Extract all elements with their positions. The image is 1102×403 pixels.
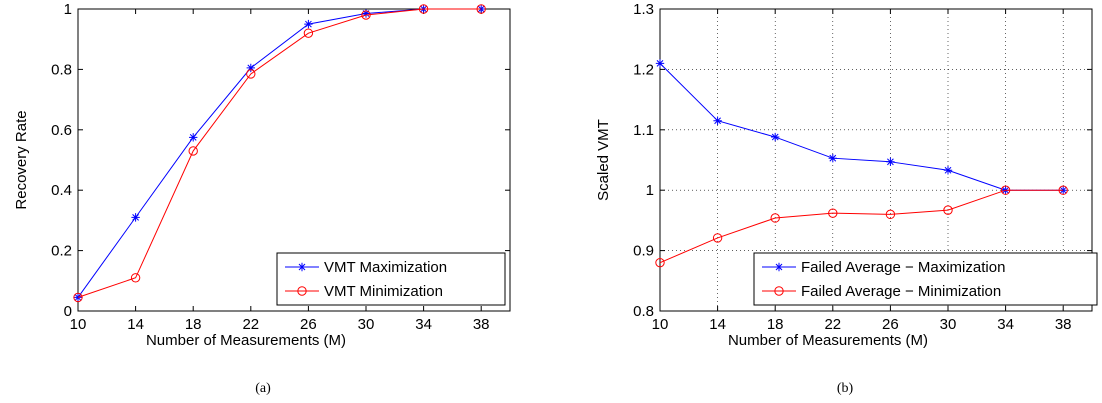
- chart-a-xtick-label: 14: [127, 316, 144, 333]
- chart-a-legend-entry: VMT Minimization: [324, 283, 443, 300]
- chart-b-ytick-label: 1.1: [633, 122, 654, 139]
- chart-b-data-point: [655, 59, 665, 68]
- chart-a-ytick-label: 1: [64, 1, 72, 18]
- chart-b-xtick-label: 14: [709, 316, 726, 333]
- chart-a-legend-marker: [297, 262, 307, 272]
- chart-a-xlabel: Number of Measurements (M): [146, 332, 346, 349]
- chart-a-xtick-label: 26: [300, 316, 317, 333]
- chart-a-legend: VMT Maximization VMT Minimization: [276, 252, 506, 306]
- chart-b-series-max: [655, 59, 1068, 195]
- chart-b-xtick-label: 26: [882, 316, 899, 333]
- chart-b-series-line: [659, 63, 1064, 191]
- chart-b-legend-entry: Failed Average − Minimization: [801, 283, 1001, 300]
- chart-a-xtick-label: 22: [242, 316, 259, 333]
- chart-b-ytick-label: 1.3: [633, 1, 654, 18]
- chart-a-data-point: [418, 4, 429, 14]
- chart-b-ylabel: Scaled VMT: [595, 119, 612, 201]
- chart-a-data-point: [73, 292, 83, 303]
- chart-a-legend-marker: [297, 286, 307, 296]
- chart-b-series-min: [655, 185, 1068, 268]
- chart-b-data-point: [828, 208, 838, 218]
- chart-b-xlabel: Number of Measurements (M): [728, 332, 928, 349]
- chart-a-data-point: [246, 63, 255, 73]
- chart-a-legend-entry: VMT Maximization: [324, 259, 447, 276]
- chart-b-ytick-label: 0.8: [633, 303, 654, 320]
- chart-a-data-point: [246, 69, 256, 79]
- chart-b-data-point: [1058, 185, 1068, 195]
- chart-a-ytick-label: 0: [64, 303, 72, 320]
- chart-a-data-point: [476, 4, 486, 14]
- chart-b-data-point: [886, 157, 895, 167]
- chart-b-xtick-label: 30: [940, 316, 957, 333]
- chart-b-legend-marker: [774, 286, 784, 296]
- chart-a: 10 14 18 22 26 30 34 38 0 0.2 0.4 0.6 0.8 1 Number of …: [13, 1, 511, 396]
- chart-a-data-point: [303, 28, 314, 38]
- chart-b-data-point: [771, 132, 780, 142]
- chart-b-xtick-label: 34: [997, 316, 1014, 333]
- chart-a-data-point: [189, 133, 198, 142]
- chart-b-plot-area: [659, 8, 1093, 312]
- chart-a-data-point: [361, 9, 371, 18]
- chart-b-legend-entry: Failed Average − Maximization: [801, 259, 1005, 276]
- chart-b-xtick-label: 10: [652, 316, 669, 333]
- chart-b-data-point: [770, 213, 780, 223]
- chart-a-ytick-label: 0.4: [51, 182, 72, 199]
- chart-a-ytick-label: 0.6: [51, 122, 72, 139]
- chart-b-data-point: [943, 205, 953, 215]
- chart-a-xtick-label: 18: [185, 316, 202, 333]
- chart-b-ytick-label: 1.2: [633, 61, 654, 78]
- chart-b-legend-marker: [774, 262, 784, 272]
- chart-b-xtick-label: 22: [824, 316, 841, 333]
- chart-b-data-point: [712, 233, 723, 243]
- chart-b-data-point: [1000, 185, 1011, 195]
- chart-a-data-point: [188, 146, 198, 156]
- chart-a-data-point: [130, 273, 141, 283]
- chart-a-ylabel: Recovery Rate: [13, 110, 30, 209]
- chart-b-xtick-label: 38: [1055, 316, 1072, 333]
- chart-a-series-line: [77, 8, 482, 298]
- chart-b-legend: Failed Average − Maximization Failed Aver…: [753, 252, 1098, 306]
- chart-a-xtick-label: 10: [70, 316, 87, 333]
- chart-b-series-line: [659, 189, 1064, 264]
- chart-a-xtick-label: 34: [415, 316, 432, 333]
- chart-a-series-min: [73, 4, 486, 303]
- chart-a-ytick-label: 0.8: [51, 61, 72, 78]
- chart-b-xtick-label: 18: [767, 316, 784, 333]
- chart-a-xtick-label: 38: [473, 316, 490, 333]
- chart-b-grid: [660, 9, 1092, 311]
- chart-a-legend-box: [276, 252, 506, 306]
- chart-b: 10 14 18 22 26 30 34 38 0.8 0.9 1 1.1 1.2 1.3 Number o…: [595, 1, 1098, 396]
- chart-b-data-point: [885, 209, 896, 220]
- chart-a-data-point: [304, 19, 313, 29]
- chart-b-ytick-label: 1: [646, 182, 654, 199]
- chart-b-caption: (b): [837, 381, 854, 396]
- chart-a-ytick-label: 0.2: [51, 243, 72, 260]
- chart-b-data-point: [655, 257, 665, 268]
- chart-a-data-point: [361, 10, 371, 20]
- chart-b-data-point: [713, 116, 722, 125]
- chart-b-legend-box: [753, 252, 1098, 306]
- chart-a-caption: (a): [255, 381, 271, 396]
- chart-a-plot-area: [77, 8, 511, 312]
- chart-a-data-point: [131, 213, 140, 222]
- chart-b-ytick-label: 0.9: [633, 243, 654, 260]
- chart-b-data-point: [828, 153, 837, 163]
- chart-a-xtick-label: 30: [358, 316, 375, 333]
- chart-b-data-point: [943, 166, 953, 175]
